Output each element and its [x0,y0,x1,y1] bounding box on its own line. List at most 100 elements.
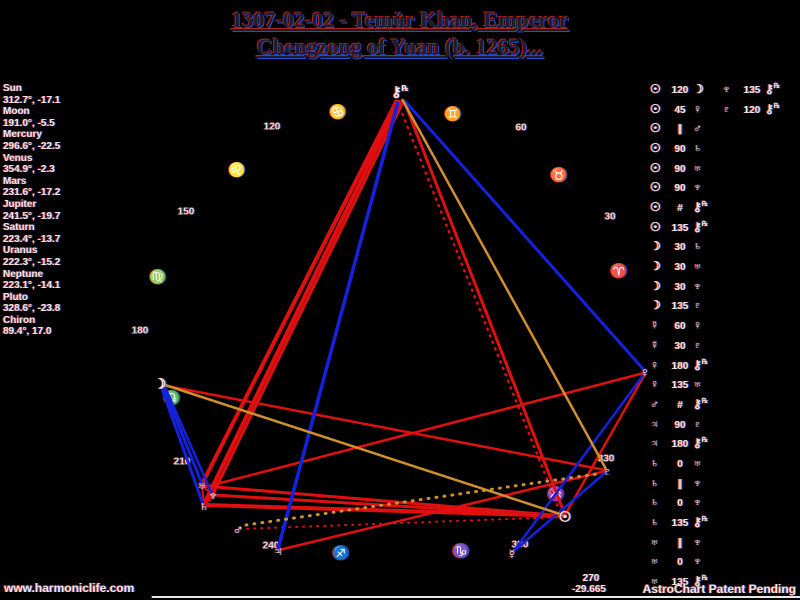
aspect-planet1-glyph: ♅ [650,534,659,549]
aspect-planet1-glyph: ♄ [650,455,659,470]
aspect-angle: 135 [671,577,689,588]
aspect-row-c1-19: ♄ 0 ♅ [650,456,710,470]
aspect-planet1-glyph: ♅ [650,554,659,569]
ephemeris-planet-value-chiron: 89.4°, 17.0 [3,326,52,338]
aspect-line-saturn-chiron-135 [202,99,402,505]
saturn-planet-icon[interactable]: ♄ [198,498,210,514]
retrograde-mark: ℞ [701,437,709,445]
jupiter-planet-icon[interactable]: ♃ [272,543,284,559]
aspect-planet2-glyph: ♀ [693,318,702,333]
ephemeris-planet-name-uranus: Uranus [3,245,38,257]
zodiac-degree-tick-210: 210 [173,456,191,468]
aspect-planet2-glyph: ♅ [693,455,702,470]
brand-label: AstroChart Patent Pending [642,582,796,596]
aspect-planet1-glyph: ♃ [650,436,659,451]
aspect-line-moon-sun-120 [161,382,564,517]
moon-planet-icon[interactable]: ☽ [153,375,167,392]
retrograde-mark: ℞ [701,358,709,366]
aspect-angle: ∥ [677,478,683,490]
aspect-angle: 135 [743,85,761,96]
aspect-row-c1-2: ☉ ∥ ♂ [650,121,710,135]
bottom-coordinate-line1: 270 [582,573,600,584]
aspect-planet2-glyph: ♄ [693,239,702,254]
retrograde-mark: ℞ [773,83,781,90]
aspect-line-uranus-chiron-135 [200,99,399,485]
aspect-row-c1-21: ♄ 0 ♆ [650,495,710,509]
aspect-row-c1-20: ♄ ∥ ♆ [650,476,710,490]
aspect-planet2-glyph: ♇ [693,337,702,352]
aspect-planet2-glyph: ⚷℞ [693,200,709,215]
aspect-planet1-glyph: ☽ [650,259,661,274]
ephemeris-planet-value-venus: 354.9°, -2.3 [3,164,55,176]
aspect-planet1-glyph: ♇ [722,101,731,116]
aspect-angle: 180 [671,360,689,372]
aspect-planet1-glyph: ☉ [650,141,661,156]
aspect-planet2-glyph: ☽ [693,82,704,96]
aspect-row-c1-22: ♄ 135 ⚷℞ [650,515,710,529]
aspect-angle: 180 [671,439,689,451]
aspect-line-sun-saturn-90 [205,503,566,518]
aspect-angle: 0 [677,557,683,569]
aspect-row-c1-10: ☽ 30 ♆ [650,279,710,293]
chiron-planet-icon[interactable]: ⚷℞ [391,83,409,100]
pluto-planet-icon[interactable]: ♇ [601,463,613,479]
mars-planet-icon[interactable]: ♂ [232,521,244,537]
aspect-line-venus-chiron-180 [402,99,646,371]
ephemeris-planet-value-uranus: 222.3°, -15.2 [3,256,61,268]
aspect-row-c1-24: ♅ 0 ♆ [650,554,710,568]
aspect-angle: 120 [671,85,689,96]
neptune-planet-icon[interactable]: ♆ [207,487,219,503]
aspect-planet2-glyph: ⚷℞ [693,574,709,588]
aspect-row-c1-18: ♃ 180 ⚷℞ [650,436,710,450]
aspect-angle: 60 [674,321,686,333]
leo-sign-icon: ♌ [228,161,246,178]
aspect-planet2-glyph: ⚷℞ [693,219,709,234]
ephemeris-planet-name-mercury: Mercury [3,129,42,141]
aspect-planet1-glyph: ♂ [650,396,659,411]
aspect-row-c1-3: ☉ 90 ♄ [650,141,710,155]
aspect-line-moon-neptune-30 [163,386,214,495]
website-link[interactable]: www.harmoniclife.com [4,581,135,595]
sun-planet-icon[interactable]: ☉ [558,508,572,525]
aspect-planet1-glyph: ♀ [650,357,659,372]
zodiac-degree-tick-60: 60 [515,122,527,134]
aspect-angle: 120 [743,104,761,116]
aspect-angle: 0 [677,458,683,470]
aspect-planet1-glyph: ♄ [650,475,659,490]
aspect-angle: 45 [674,104,686,116]
aspect-row-c1-0: ☉ 120 ☽ [650,82,710,96]
zodiac-degree-tick-180: 180 [131,325,149,337]
aspect-planet1-glyph: ♄ [650,495,659,510]
aspect-planet1-glyph: ☉ [650,101,661,116]
ephemeris-planet-name-mars: Mars [3,175,27,187]
venus-planet-icon[interactable]: ♀ [639,364,651,380]
aspect-line-pluto-chiron-120 [400,98,608,470]
aspect-planet2-glyph: ⚷℞ [693,357,709,372]
aries-sign-icon: ♈ [610,262,628,279]
zodiac-degree-tick-240: 240 [262,540,280,552]
aspect-planet2-glyph: ♀ [693,101,702,116]
ephemeris-planet-value-moon: 191.0°, -5.5 [3,117,55,129]
aspect-planet2-glyph: ♆ [693,534,702,549]
ephemeris-planet-value-jupiter: 241.5°, -19.7 [3,210,61,222]
mercury-planet-icon[interactable]: ☿ [506,546,518,562]
aspect-row-c1-14: ♀ 180 ⚷℞ [650,358,710,372]
uranus-planet-icon[interactable]: ♅ [196,477,208,493]
aspect-line-moon-uranus-30 [161,385,204,485]
aspect-planet2-glyph: ♇ [693,416,702,431]
aspect-row-c1-11: ☽ 135 ♇ [650,298,710,312]
aspect-line-saturn-neptune-0 [203,494,214,506]
aspect-planet2-glyph: ♅ [693,377,702,392]
aspect-angle: 30 [674,242,686,254]
aspect-angle: 30 [674,262,686,274]
aspect-planet2-glyph: ♆ [693,475,702,490]
aspect-planet2-glyph: ♅ [693,160,702,175]
ephemeris-planet-name-pluto: Pluto [3,291,28,303]
zodiac-degree-tick-120: 120 [263,121,281,133]
ephemeris-planet-name-jupiter: Jupiter [3,198,37,210]
retrograde-mark: ℞ [701,397,709,405]
aspect-angle: 90 [674,419,686,431]
aspect-planet1-glyph: ☉ [650,180,661,195]
